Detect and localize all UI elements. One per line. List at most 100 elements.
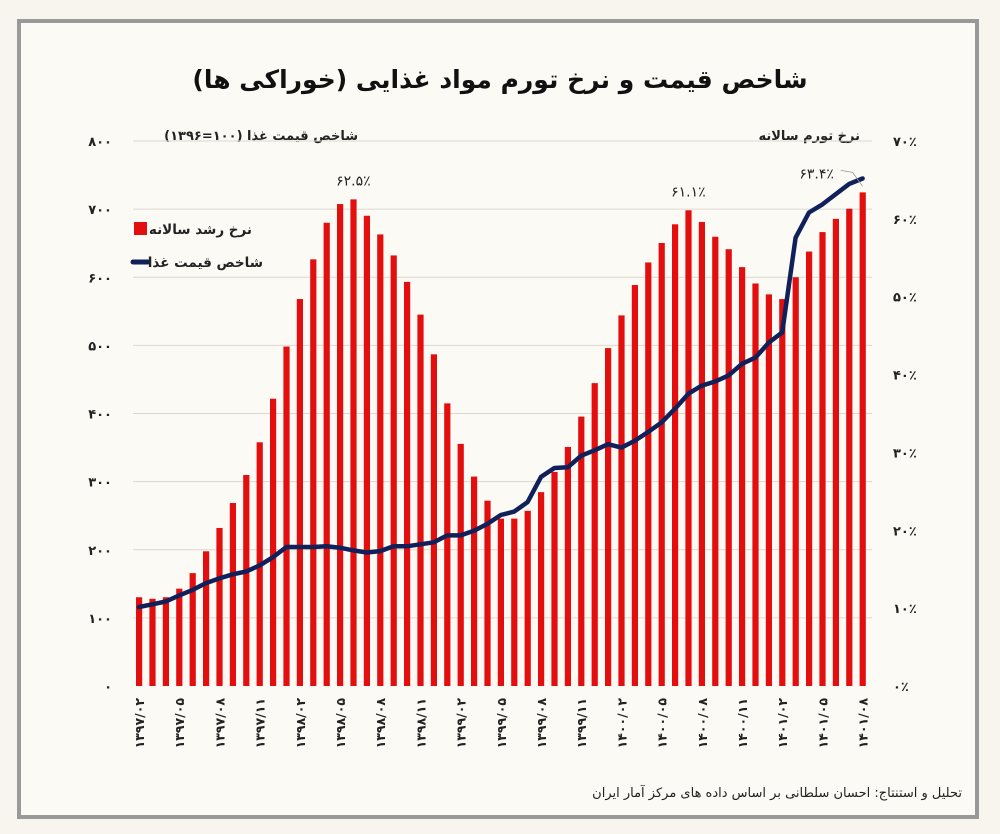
bar xyxy=(203,551,210,686)
x-tick-label: ۱۴۰۱/۰۵ xyxy=(815,698,830,749)
bar xyxy=(430,354,437,686)
annotations: ۶۲.۵٪ ۶۱.۱٪ ۶۳.۴٪ xyxy=(336,166,863,200)
bar xyxy=(484,500,491,686)
bar xyxy=(551,471,558,686)
left-tick-label: ۵۰۰ xyxy=(88,339,112,354)
left-axis-label: شاخص قیمت غذا (۱۰۰=۱۳۹۶) xyxy=(164,129,358,144)
bar xyxy=(819,232,826,687)
left-axis: ۰ ۱۰۰ ۲۰۰ ۳۰۰ ۴۰۰ ۵۰۰ ۶۰۰ ۷۰۰ ۸۰۰ xyxy=(88,135,112,695)
bar xyxy=(698,221,705,686)
x-tick-label: ۱۳۹۸/۱۱ xyxy=(413,698,428,748)
x-tick-label: ۱۴۰۱/۰۲ xyxy=(775,698,790,749)
bar xyxy=(685,210,692,687)
legend-bar-swatch xyxy=(134,222,147,235)
right-tick-label: ۷۰٪ xyxy=(893,135,917,150)
x-tick-label: ۱۳۹۷/۱۱ xyxy=(253,698,268,748)
bar xyxy=(350,199,357,686)
x-axis: ۱۳۹۷/۰۲ ۱۳۹۷/۰۵ ۱۳۹۷/۰۸ ۱۳۹۷/۱۱ ۱۳۹۸/۰۲ ۱۳۹۸/… xyxy=(132,698,871,749)
bar xyxy=(417,314,424,686)
bar xyxy=(310,259,317,686)
bar xyxy=(859,192,866,686)
bar xyxy=(323,222,330,686)
bar xyxy=(390,255,397,686)
annotation-label: ۶۱.۱٪ xyxy=(671,184,706,200)
bar xyxy=(752,283,759,686)
bar xyxy=(631,285,638,686)
left-tick-label: ۳۰۰ xyxy=(88,476,112,491)
bar xyxy=(645,262,652,686)
gridlines xyxy=(133,140,872,619)
legend-bar-label: نرخ رشد سالانه xyxy=(149,222,252,238)
food-price-index-line xyxy=(136,176,865,610)
bar xyxy=(564,446,571,686)
x-tick-label: ۱۳۹۹/۰۵ xyxy=(494,698,509,749)
bar xyxy=(377,234,384,686)
left-tick-label: ۶۰۰ xyxy=(88,271,112,286)
right-tick-label: ۳۰٪ xyxy=(893,446,917,461)
left-tick-label: ۱۰۰ xyxy=(88,612,112,627)
bar xyxy=(658,242,665,686)
annotation-label: ۶۲.۵٪ xyxy=(336,173,371,189)
bar xyxy=(765,294,772,686)
bar xyxy=(296,299,303,686)
source-footer: تحلیل و استنتاج: احسان سلطانی بر اساس دا… xyxy=(592,784,962,801)
bar xyxy=(497,518,504,686)
annotation-leader-line xyxy=(840,169,863,187)
x-tick-label: ۱۴۰۰/۰۸ xyxy=(695,698,710,749)
right-tick-label: ۰٪ xyxy=(893,680,909,695)
bar xyxy=(404,281,411,686)
chart-title: شاخص قیمت و نرخ تورم مواد غذایی (خوراکی … xyxy=(192,65,807,95)
x-tick-label: ۱۳۹۸/۰۵ xyxy=(333,698,348,749)
line-series xyxy=(136,176,865,610)
bar-series xyxy=(136,192,866,687)
bar xyxy=(739,267,746,686)
right-tick-label: ۴۰٪ xyxy=(893,369,917,384)
bar xyxy=(712,236,719,686)
bar xyxy=(832,218,839,686)
bar xyxy=(591,383,598,686)
right-tick-label: ۶۰٪ xyxy=(893,213,917,228)
bar xyxy=(538,492,545,686)
legend: نرخ رشد سالانه شاخص قیمت غذا xyxy=(130,222,263,271)
bar xyxy=(270,398,277,686)
bar xyxy=(444,403,451,686)
x-tick-label: ۱۴۰۰/۱۱ xyxy=(735,698,750,748)
right-axis: ۰٪ ۱۰٪ ۲۰٪ ۳۰٪ ۴۰٪ ۵۰٪ ۶۰٪ ۷۰٪ xyxy=(893,135,917,695)
bar xyxy=(846,208,853,686)
left-tick-label: ۴۰۰ xyxy=(88,408,112,423)
right-axis-label: نرخ تورم سالانه xyxy=(758,129,860,144)
bar xyxy=(176,588,183,686)
bar xyxy=(618,315,625,686)
right-tick-label: ۱۰٪ xyxy=(893,602,917,617)
bar xyxy=(524,510,531,686)
bar xyxy=(471,476,478,686)
bar xyxy=(792,277,799,686)
x-tick-label: ۱۳۹۹/۱۱ xyxy=(574,698,589,748)
bar xyxy=(672,224,679,687)
right-tick-label: ۲۰٪ xyxy=(893,524,917,539)
x-tick-label: ۱۴۰۰/۰۲ xyxy=(614,698,629,749)
bar xyxy=(605,348,612,686)
bar xyxy=(337,204,344,687)
right-tick-label: ۵۰٪ xyxy=(893,291,917,306)
x-tick-label: ۱۴۰۰/۰۵ xyxy=(655,698,670,749)
x-tick-label: ۱۳۹۸/۰۲ xyxy=(293,698,308,749)
bar xyxy=(806,251,813,687)
x-tick-label: ۱۳۹۷/۰۸ xyxy=(212,698,227,749)
bar xyxy=(363,215,370,686)
x-tick-label: ۱۳۹۹/۰۸ xyxy=(534,698,549,749)
bar xyxy=(725,249,732,686)
bar xyxy=(189,573,196,686)
bar xyxy=(162,597,169,686)
left-tick-label: ۰ xyxy=(104,680,112,695)
bar xyxy=(229,503,236,686)
x-tick-label: ۱۳۹۷/۰۵ xyxy=(172,698,187,749)
bar xyxy=(136,597,143,686)
left-tick-label: ۸۰۰ xyxy=(88,135,112,150)
bar xyxy=(578,416,585,686)
x-tick-label: ۱۴۰۱/۰۸ xyxy=(856,698,871,749)
x-tick-label: ۱۳۹۷/۰۲ xyxy=(132,698,147,749)
bar xyxy=(457,443,464,686)
bar xyxy=(149,598,156,686)
